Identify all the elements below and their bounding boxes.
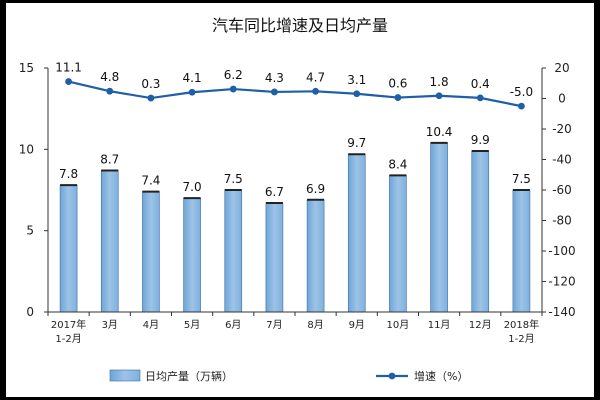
growth-rate-point — [65, 78, 72, 85]
category-label: 9月 — [349, 319, 365, 331]
bar-value-label: 6.7 — [265, 185, 284, 199]
right-tick-label: -80 — [552, 214, 572, 228]
left-tick-label: 15 — [19, 61, 34, 75]
bar-daily-output — [183, 197, 201, 313]
bar-daily-output — [265, 202, 284, 313]
category-label: 7月 — [266, 319, 282, 331]
bar-value-label: 7.8 — [59, 167, 78, 181]
growth-value-label: 0.4 — [471, 77, 490, 91]
growth-rate-point — [518, 102, 525, 110]
category-label: 3月 — [102, 319, 118, 331]
growth-rate-point — [394, 94, 402, 101]
legend-line-marker — [388, 372, 396, 380]
growth-rate-line — [68, 80, 522, 108]
bar-daily-output — [389, 175, 407, 313]
bar-value-label: 8.4 — [388, 157, 407, 171]
bar-value-label: 8.7 — [100, 152, 119, 166]
category-label: 4月 — [143, 319, 159, 331]
category-label: 10月 — [387, 319, 410, 331]
left-tick-label: 0 — [26, 305, 34, 319]
category-label: 2018年 — [504, 318, 539, 331]
growth-value-label: 4.7 — [306, 70, 325, 84]
bar-value-label: 10.4 — [426, 125, 453, 139]
bar-daily-output — [306, 199, 325, 313]
growth-value-label: 0.6 — [388, 77, 407, 91]
category-label: 12月 — [469, 319, 492, 331]
growth-rate-point — [476, 94, 484, 102]
legend-bar-label: 日均产量（万辆） — [145, 369, 233, 383]
bar-daily-output — [471, 150, 490, 313]
growth-value-label: 4.8 — [100, 70, 119, 84]
right-tick-label: -120 — [548, 275, 575, 289]
growth-rate-point — [353, 90, 361, 98]
bar-daily-output — [512, 189, 531, 313]
growth-rate-point — [229, 85, 237, 93]
bar-daily-output — [59, 184, 78, 313]
bar-daily-output — [142, 191, 160, 313]
bar-daily-output — [100, 170, 119, 313]
growth-rate-point — [312, 87, 319, 95]
category-label: 1-2月 — [55, 333, 81, 345]
bar-daily-output — [224, 189, 243, 313]
category-label: 5月 — [184, 319, 200, 331]
bar-value-label: 7.4 — [141, 174, 160, 188]
left-tick-label: 5 — [26, 224, 34, 238]
bar-value-label: 9.9 — [471, 133, 490, 147]
growth-value-label: 6.2 — [224, 68, 243, 82]
bar-daily-output — [347, 153, 366, 313]
category-label: 11月 — [428, 319, 451, 331]
legend-line-label: 增速（%） — [414, 369, 468, 383]
growth-value-label: 11.1 — [55, 61, 82, 75]
right-tick-label: -60 — [552, 183, 572, 197]
growth-value-label: -5.0 — [510, 85, 533, 99]
right-tick-label: -20 — [552, 122, 572, 136]
category-label: 8月 — [307, 319, 323, 331]
right-tick-label: -140 — [548, 305, 575, 319]
bar-value-label: 6.9 — [306, 182, 325, 196]
growth-value-label: 1.8 — [430, 75, 449, 89]
bar-value-label: 7.5 — [512, 172, 531, 186]
bar-value-label: 7.5 — [224, 172, 243, 186]
growth-value-label: 4.1 — [183, 71, 202, 85]
legend-bar-swatch — [109, 369, 141, 382]
category-label: 2017年 — [51, 318, 86, 331]
growth-value-label: 0.3 — [141, 77, 160, 91]
growth-value-label: 3.1 — [347, 73, 366, 87]
category-label: 6月 — [225, 319, 241, 331]
chart-frame: 汽车同比增速及日均产量 0 5 10 15 20 0 -20 -40 -60 -80 -100 -12… — [6, 3, 594, 397]
growth-rate-point — [147, 94, 155, 102]
growth-value-label: 4.3 — [265, 71, 284, 85]
bar-daily-output — [430, 142, 448, 313]
growth-rate-point — [188, 88, 196, 96]
category-label: 1-2月 — [508, 333, 534, 345]
bar-value-label: 9.7 — [347, 136, 366, 150]
chart-title: 汽车同比增速及日均产量 — [212, 16, 388, 35]
left-tick-label: 10 — [19, 142, 34, 156]
combo-chart: 汽车同比增速及日均产量 0 5 10 15 20 0 -20 -40 -60 -80 -100 -12… — [19, 16, 576, 383]
right-tick-label: 0 — [558, 92, 566, 106]
growth-rate-point — [106, 87, 114, 95]
bar-value-label: 7.0 — [183, 180, 202, 194]
right-tick-label: 20 — [554, 61, 569, 75]
growth-rate-point — [435, 92, 443, 100]
growth-rate-point — [271, 88, 278, 96]
right-tick-label: -40 — [552, 153, 572, 167]
right-tick-label: -100 — [548, 244, 575, 258]
